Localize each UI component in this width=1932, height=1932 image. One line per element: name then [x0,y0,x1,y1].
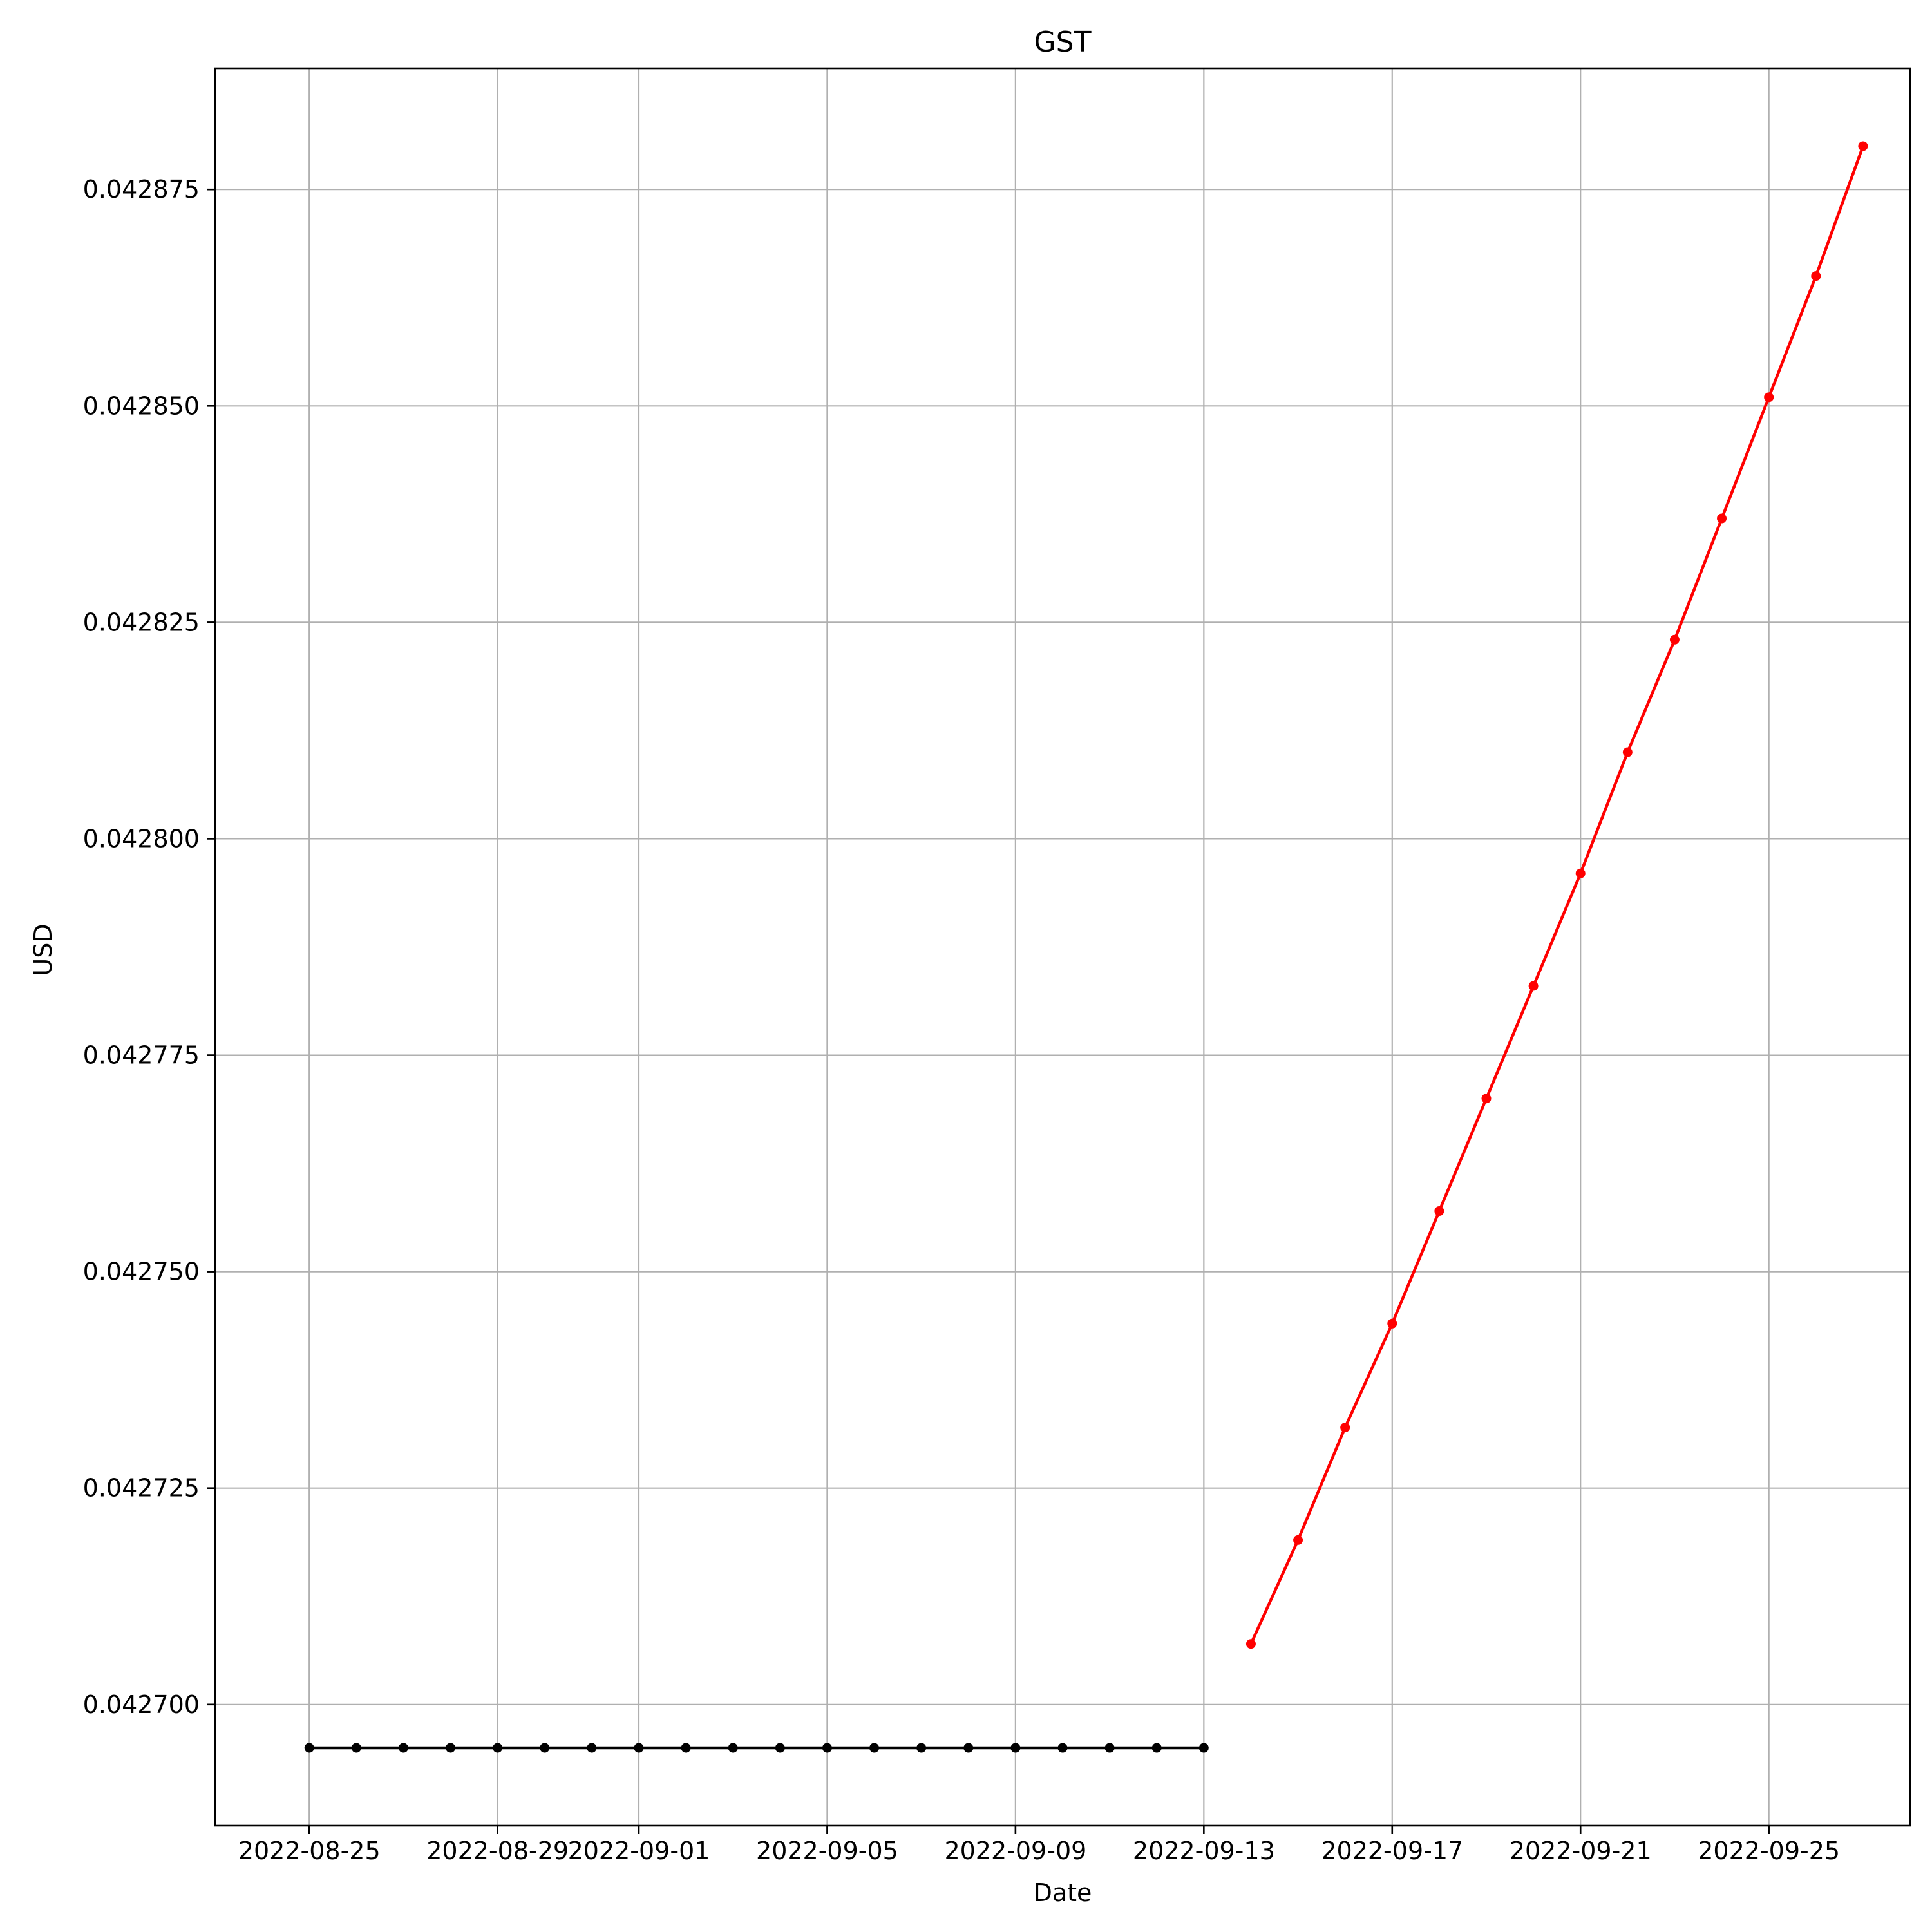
y-tick-label: 0.042825 [83,608,200,636]
series-0-point [775,1743,785,1753]
series-0-point [634,1743,644,1753]
series-0-point [493,1743,503,1753]
x-tick-label: 2022-09-21 [1510,1837,1652,1865]
x-axis-label: Date [1034,1879,1092,1907]
series-0-point [681,1743,691,1753]
series-1-point [1528,981,1539,991]
series-0-point [822,1743,832,1753]
y-tick-label: 0.042800 [83,824,200,853]
series-0-point [963,1743,974,1753]
y-tick-label: 0.042725 [83,1474,200,1502]
series-1-point [1858,141,1868,151]
series-0-point [728,1743,738,1753]
series-1-point [1575,868,1586,878]
series-1-point [1293,1535,1303,1545]
series-0-point [1198,1743,1209,1753]
x-tick-label: 2022-09-13 [1133,1837,1275,1865]
series-0-point [1010,1743,1021,1753]
series-0-point [398,1743,408,1753]
x-tick-label: 2022-09-25 [1698,1837,1840,1865]
series-0-point [540,1743,550,1753]
x-tick-label: 2022-09-17 [1321,1837,1463,1865]
series-0-point [1057,1743,1068,1753]
series-1-line [1249,146,1865,1645]
series-0-point [587,1743,597,1753]
series-0-point [351,1743,361,1753]
y-tick-label: 0.042875 [83,175,200,204]
series-0-point [916,1743,927,1753]
y-tick-label: 0.042750 [83,1258,200,1286]
series-1-point [1340,1423,1350,1433]
grid [215,68,1910,1826]
series-1-point [1764,392,1774,402]
series-0-point [1104,1743,1115,1753]
series-1-point [1481,1094,1492,1104]
series-1-point [1811,271,1821,281]
y-tick-label: 0.042775 [83,1041,200,1070]
chart-title: GST [1034,26,1092,59]
plot-frame [214,67,1911,1827]
series-1-point [1717,513,1727,524]
series-1-point [1622,747,1633,757]
series-0-point [869,1743,880,1753]
series-1-point [1669,634,1680,645]
series-0-point [304,1743,314,1753]
x-tick-label: 2022-09-01 [568,1837,710,1865]
x-tick-label: 2022-08-25 [238,1837,381,1865]
x-tick-label: 2022-08-29 [426,1837,569,1865]
series-0-point [1151,1743,1162,1753]
y-tick-label: 0.042700 [83,1690,200,1719]
y-tick-label: 0.042850 [83,392,200,420]
series-1-point [1387,1318,1397,1329]
x-tick-label: 2022-09-05 [756,1837,898,1865]
series-layer [304,141,1868,1753]
series-1-point [1434,1206,1444,1217]
x-tick-label: 2022-09-09 [944,1837,1086,1865]
series-1-point [1245,1639,1256,1649]
y-axis-label: USD [29,923,57,976]
series-0-point [446,1743,456,1753]
